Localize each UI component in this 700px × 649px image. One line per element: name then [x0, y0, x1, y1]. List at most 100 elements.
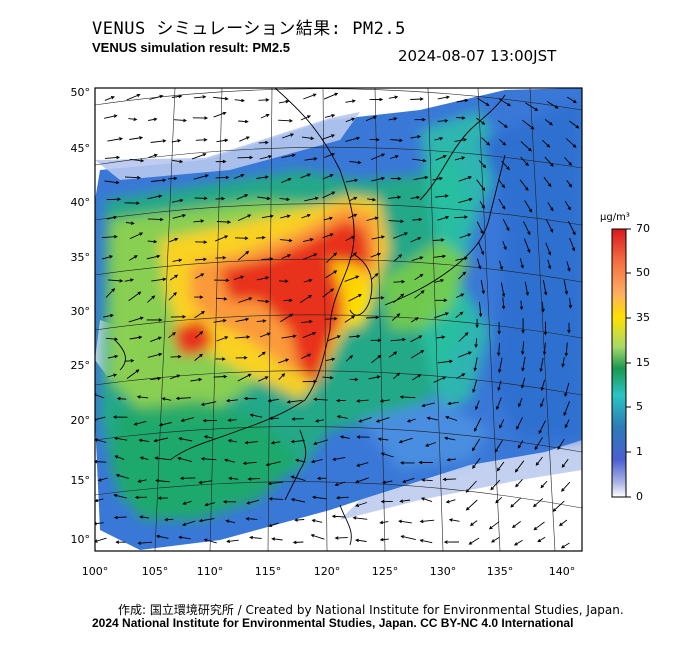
wind-arrow — [124, 278, 134, 282]
wind-arrow — [518, 397, 523, 408]
wind-arrow — [198, 518, 215, 523]
wind-arrow — [399, 395, 416, 399]
wind-arrow — [392, 372, 401, 380]
wind-arrow — [301, 136, 315, 141]
wind-arrow — [565, 138, 577, 148]
wind-arrow — [411, 374, 422, 381]
wind-arrow — [418, 460, 433, 465]
wind-arrow — [547, 259, 552, 270]
wind-arrow — [497, 380, 502, 391]
wind-arrow — [106, 197, 122, 201]
wind-arrow — [126, 369, 140, 379]
wind-arrow — [225, 519, 236, 524]
wind-arrow — [355, 502, 368, 507]
wind-arrow — [345, 99, 356, 103]
wind-arrow — [270, 441, 281, 445]
wind-arrow — [434, 194, 449, 198]
wind-arrow — [469, 520, 478, 526]
wind-arrow — [170, 354, 182, 359]
wind-arrow — [399, 461, 415, 465]
plot-frame — [94, 87, 583, 552]
wind-arrow — [97, 477, 108, 482]
wind-arrow — [419, 519, 435, 524]
title-japanese: VENUS シミュレーション結果: PM2.5 — [92, 19, 406, 39]
wind-arrow — [358, 416, 372, 423]
wind-arrow — [539, 357, 544, 373]
wind-arrow — [215, 196, 226, 201]
wind-arrow — [377, 437, 389, 441]
wind-arrow — [356, 399, 369, 403]
wind-arrow — [194, 196, 208, 201]
wind-arrow — [258, 376, 269, 382]
latitude-label: 50° — [70, 86, 91, 99]
wind-arrow — [279, 197, 291, 202]
wind-arrow — [247, 477, 260, 481]
wind-arrow — [496, 397, 502, 411]
wind-arrow — [112, 415, 128, 419]
wind-arrow — [515, 478, 523, 488]
wind-arrow — [371, 354, 382, 364]
wind-arrow — [410, 97, 424, 101]
wind-arrow — [115, 540, 126, 544]
wind-arrow — [147, 239, 158, 244]
wind-arrow — [245, 517, 258, 521]
wind-arrow — [410, 349, 425, 359]
wind-arrow — [136, 395, 149, 399]
wind-arrow — [476, 221, 484, 235]
wind-arrow — [237, 250, 250, 261]
wind-arrow — [542, 280, 548, 296]
wind-arrow — [147, 295, 156, 303]
wind-arrow — [322, 233, 334, 239]
wind-arrow — [434, 278, 445, 283]
wind-arrow — [172, 214, 187, 219]
longitude-label: 130° — [429, 565, 457, 578]
longitude-label: 140° — [548, 565, 576, 578]
wind-arrow — [498, 138, 507, 146]
wind-arrow — [517, 440, 524, 449]
wind-arrow — [168, 292, 177, 301]
wind-arrow — [158, 422, 172, 427]
wind-arrow — [271, 537, 283, 541]
wind-arrow — [215, 255, 227, 260]
wind-arrow — [498, 179, 505, 189]
wind-arrow — [345, 355, 354, 362]
wind-arrow — [195, 331, 204, 339]
wind-arrow — [477, 98, 490, 106]
longitude-label: 125° — [371, 565, 399, 578]
wind-arrow — [524, 281, 530, 297]
wind-arrow — [432, 176, 443, 181]
wind-arrow — [155, 478, 170, 483]
wind-arrow — [316, 476, 327, 481]
wind-arrow — [502, 241, 507, 251]
wind-arrow — [345, 178, 359, 183]
wind-arrow — [304, 196, 319, 202]
wind-arrow — [157, 496, 169, 500]
wind-arrow — [257, 299, 270, 304]
wind-arrow — [400, 535, 416, 541]
wind-arrow — [519, 179, 529, 191]
wind-arrow — [198, 480, 213, 485]
wind-arrow — [194, 353, 203, 361]
wind-arrow — [478, 301, 483, 318]
wind-arrow — [179, 476, 196, 481]
wind-arrow — [215, 159, 227, 164]
wind-arrow — [105, 337, 119, 341]
wind-arrow — [300, 173, 312, 179]
wind-arrow — [355, 538, 367, 543]
wind-arrow — [468, 537, 480, 545]
wind-arrow — [237, 373, 252, 382]
wind-arrow — [544, 119, 554, 126]
wind-arrow — [561, 357, 565, 368]
wind-arrow — [566, 261, 571, 272]
wind-arrow — [324, 113, 336, 118]
wind-arrow — [125, 221, 135, 225]
wind-arrow — [213, 278, 230, 283]
wind-arrow — [137, 541, 152, 545]
wind-arrow — [103, 313, 114, 318]
wind-arrow — [286, 399, 303, 404]
graticule — [95, 88, 582, 551]
wind-arrow — [106, 215, 118, 220]
wind-arrow — [447, 401, 459, 406]
wind-arrow — [475, 400, 480, 411]
wind-arrow — [290, 497, 305, 503]
